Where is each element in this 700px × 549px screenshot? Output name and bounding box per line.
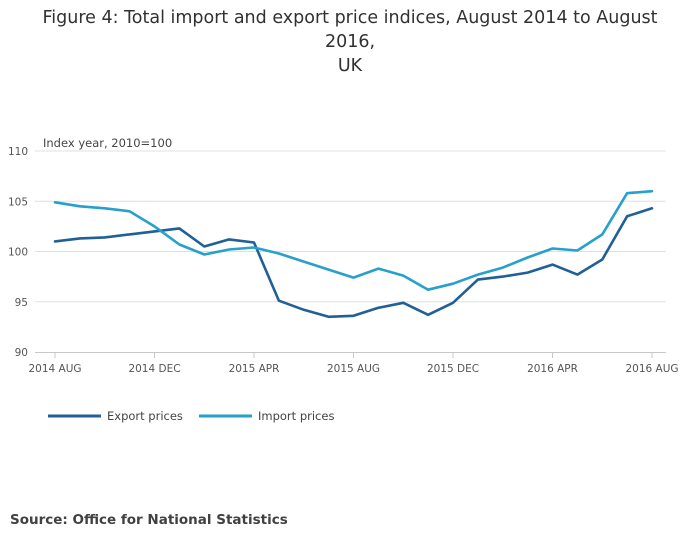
chart-title-line-1: Figure 4: Total import and export price … [42,8,658,52]
source-note: Source: Office for National Statistics [10,512,288,528]
chart-title-line-2: UK [337,56,363,76]
y-tick-label: 105 [8,196,28,208]
x-tick-label: 2015 APR [229,363,280,375]
x-tick-label: 2015 AUG [327,363,380,375]
legend-label: Import prices [258,409,334,423]
y-tick-label: 95 [15,297,28,309]
x-tick-label: 2015 DEC [427,363,479,375]
chart-title: Figure 4: Total import and export price … [20,6,680,78]
x-tick-label: 2014 AUG [28,363,81,375]
series-line-export-prices [53,207,654,319]
legend-label: Export prices [107,409,183,423]
series-line-import-prices [53,189,654,291]
x-axis: 2014 AUG 2014 DEC 2015 APR 2015 AUG 2015 DEC… [28,352,679,375]
x-tick-label: 2014 DEC [128,363,180,375]
series-lines [53,189,654,319]
y-axis-label: Index year, 2010=100 [43,136,172,150]
legend: Export prices Import prices [48,409,334,423]
y-tick-label: 110 [8,146,28,158]
gridlines [35,150,666,303]
x-tick-label: 2016 APR [527,363,578,375]
y-axis-ticks: 90 95 100 105 110 [8,146,28,359]
x-tick-label: 2016 AUG [625,363,678,375]
y-tick-label: 90 [15,347,28,359]
y-tick-label: 100 [8,247,28,259]
